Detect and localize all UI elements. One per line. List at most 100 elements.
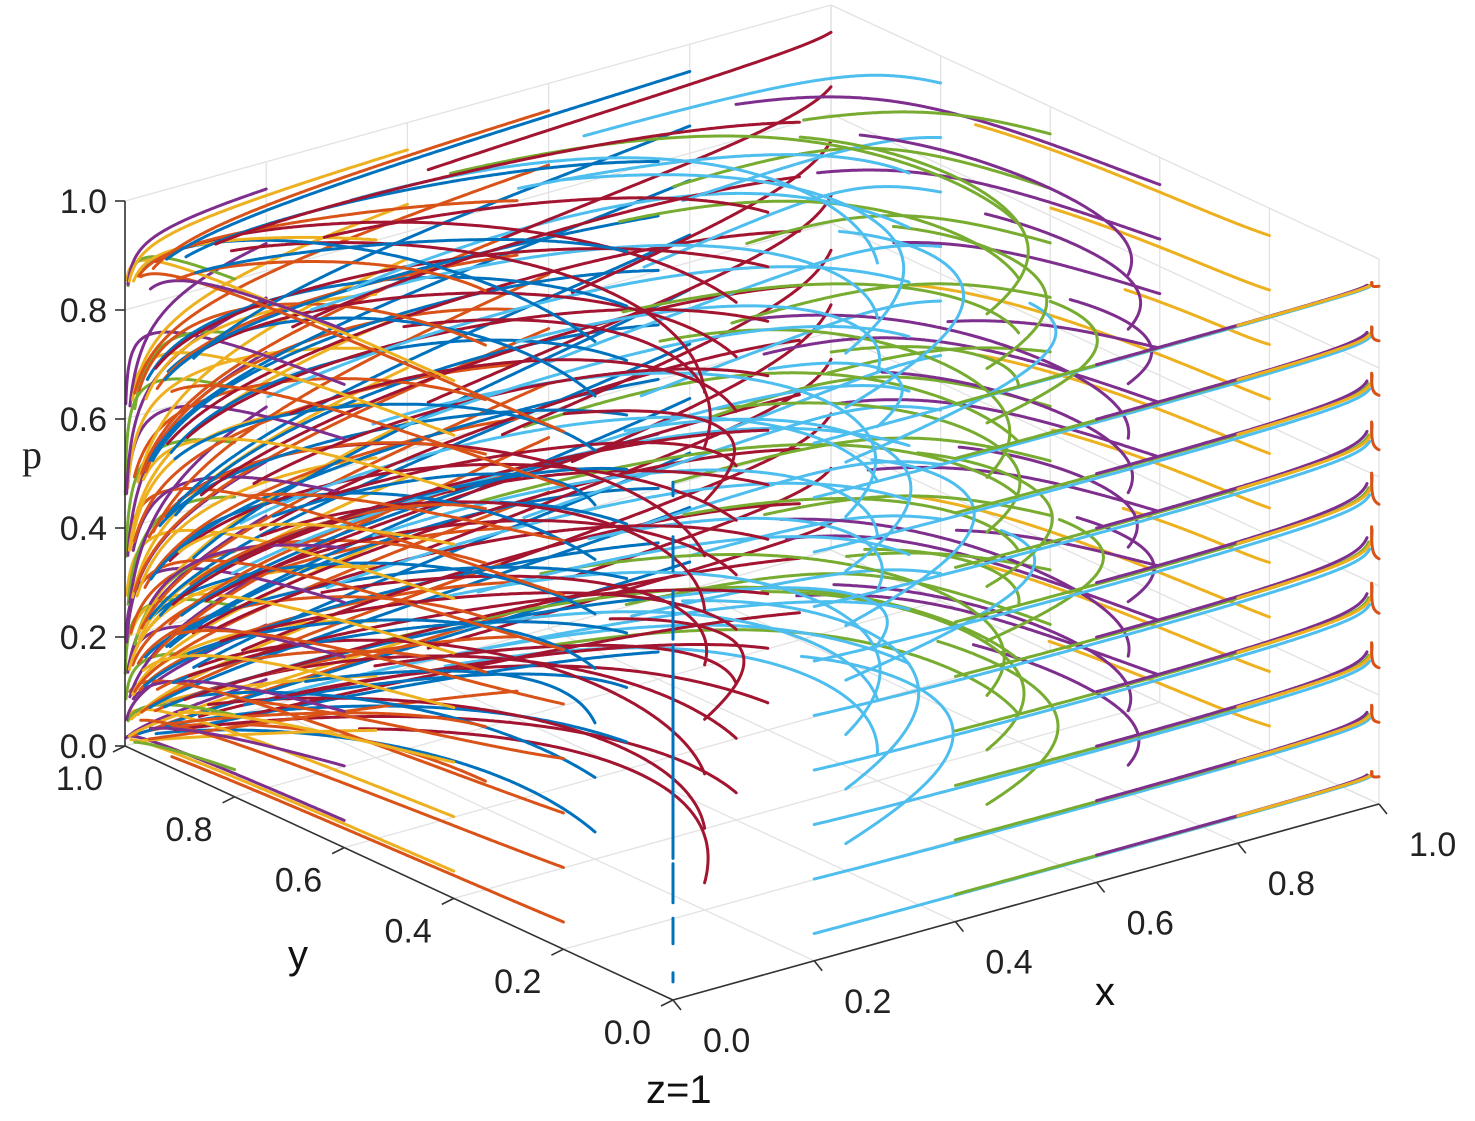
y-tick [222, 796, 235, 804]
trajectory-line [177, 522, 456, 554]
trajectory-line [291, 175, 801, 329]
trajectory-line [1095, 710, 1369, 803]
trajectory-line [148, 279, 346, 332]
trajectory-line [125, 528, 456, 601]
trajectory-line [170, 629, 565, 706]
x-tick [1095, 881, 1106, 893]
trajectory-line [767, 361, 904, 428]
trajectory-line [186, 618, 597, 670]
x-tick-label: 0.0 [703, 1022, 750, 1060]
trajectory-line [906, 283, 1271, 401]
z-tick-label: 0.0 [60, 728, 107, 766]
trajectory-line [148, 543, 346, 606]
trajectory-line [730, 282, 1052, 325]
trajectory-line [802, 110, 1052, 136]
trajectory-line [133, 163, 551, 395]
trajectory-line [1236, 281, 1374, 327]
axis-labels: p y x z=1 [22, 432, 1115, 1112]
trajectory-line [151, 109, 551, 270]
trajectory-line [128, 242, 268, 408]
trajectory-line [1236, 770, 1374, 818]
trajectory-line [682, 497, 1021, 553]
grid-line [124, 4, 832, 202]
trajectory-line [985, 299, 1099, 425]
grid-line [234, 600, 941, 798]
y-tick [112, 745, 126, 753]
trajectory-line [199, 284, 801, 497]
trajectory-line [174, 323, 660, 517]
trajectory-line [812, 547, 1372, 717]
trajectory-line [219, 591, 738, 643]
trajectory-line [1370, 371, 1381, 397]
grid-line [453, 701, 1160, 900]
trajectory-line [194, 238, 629, 275]
trajectory-line [1370, 703, 1381, 724]
trajectory-line [166, 229, 801, 446]
y-axis-label: y [288, 933, 308, 977]
trajectory-line [762, 336, 1162, 405]
trajectory-line [260, 500, 707, 612]
trajectory-line [133, 740, 237, 771]
trajectory-line [516, 153, 911, 190]
trajectory-line [133, 362, 519, 543]
trajectory-line [844, 301, 1058, 464]
trajectory-line [1370, 581, 1381, 615]
trajectory-line [844, 529, 1037, 682]
x-tick-label: 0.6 [1127, 904, 1174, 942]
trajectory-line [135, 456, 378, 598]
trajectory-line [139, 272, 565, 433]
trajectory-line [137, 302, 487, 392]
trajectory-line [358, 727, 710, 885]
z-axis-label: p [22, 432, 42, 477]
y-tick [660, 999, 674, 1007]
trajectory-line [812, 659, 1372, 826]
y-tick-label: 0.6 [275, 862, 322, 900]
trajectory-line [812, 387, 1372, 554]
trajectory-line [946, 319, 1162, 350]
grid-line [344, 650, 1051, 849]
trajectory-line [148, 506, 692, 710]
trajectory-line [1370, 525, 1381, 561]
trajectory-line [812, 439, 1372, 608]
trajectory-line [630, 568, 943, 618]
trajectory-line [141, 654, 456, 710]
x-tick-label: 1.0 [1409, 826, 1456, 864]
x-tick-label: 0.2 [844, 983, 891, 1021]
trajectory-line [1370, 770, 1381, 779]
grid-line [265, 706, 815, 962]
trajectory-line [985, 518, 1105, 643]
trajectory-line [795, 593, 1162, 677]
trajectory-line [143, 565, 629, 659]
trajectory-line [197, 638, 707, 776]
trajectory-line [1370, 420, 1381, 452]
grid-line [830, 549, 1380, 805]
trajectory-line [1095, 592, 1369, 694]
y-tick [551, 948, 564, 956]
trajectory-line [763, 494, 1052, 517]
y-tick-label: 0.0 [604, 1014, 651, 1052]
trajectory-line [322, 196, 770, 239]
trajectory-line [1095, 482, 1369, 585]
trajectory-line [1095, 536, 1369, 639]
trajectory-line [320, 574, 709, 667]
trajectory-line [216, 524, 770, 630]
trajectory-line [266, 265, 911, 399]
trajectory-line [129, 401, 378, 551]
figure-caption: z=1 [646, 1068, 712, 1112]
trajectory-line [1123, 288, 1271, 346]
x-tick [1378, 803, 1388, 815]
trajectory-line [539, 553, 1006, 697]
grid-line [124, 113, 832, 311]
grid-line [830, 113, 1380, 369]
trajectory-line [844, 458, 976, 628]
trajectory-line [148, 342, 692, 620]
trajectory-line [1095, 773, 1369, 857]
trajectory-line [442, 600, 911, 659]
x-tick [954, 921, 965, 933]
x-axis-line [672, 803, 1380, 1001]
trajectory-line [237, 428, 770, 560]
trajectory-line [1095, 650, 1369, 748]
trajectory-line [310, 243, 879, 319]
trajectory-line [1370, 641, 1381, 670]
trajectory-line [165, 70, 692, 261]
